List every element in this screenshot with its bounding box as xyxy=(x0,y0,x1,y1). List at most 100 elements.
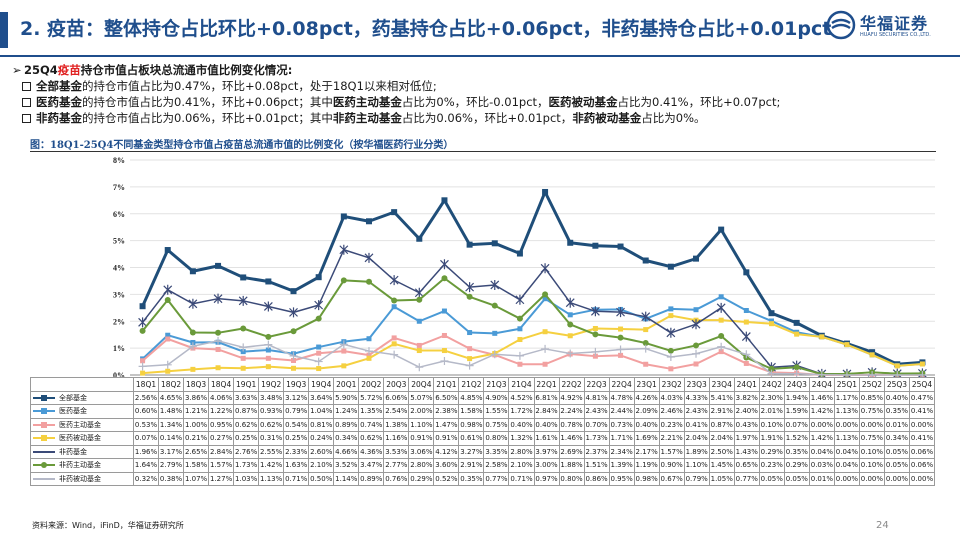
data-label: 3.17% xyxy=(158,444,185,459)
data-point xyxy=(391,335,397,341)
summary-heading: ➢ 25Q4疫苗持仓市值占板块总流通市值比例变化情况: xyxy=(12,62,952,78)
summary-text: 全部基金 xyxy=(36,79,82,93)
data-point xyxy=(140,370,146,376)
legend-swatch xyxy=(33,435,55,442)
data-point xyxy=(718,226,725,233)
data-point xyxy=(441,348,447,354)
table-corner-cell xyxy=(30,377,134,392)
data-point xyxy=(291,357,297,363)
arrow-bullet-icon: ➢ xyxy=(12,63,22,77)
data-point xyxy=(240,355,246,361)
data-point xyxy=(591,347,600,356)
data-point xyxy=(668,306,674,312)
data-label: 1.39% xyxy=(608,458,635,473)
data-point xyxy=(492,330,498,336)
x-tick-label: 19Q2 xyxy=(258,377,285,392)
data-label: 2.84% xyxy=(533,404,560,419)
data-point xyxy=(667,263,674,270)
data-point xyxy=(819,334,825,340)
data-point xyxy=(743,269,750,276)
data-label: 0.75% xyxy=(483,417,510,432)
data-point xyxy=(215,262,222,269)
series-line xyxy=(142,314,923,375)
data-label: 1.96% xyxy=(132,444,160,459)
page-title: 2. 疫苗：整体持仓占比环比+0.08pct，药基持仓占比+0.06pct，非药… xyxy=(20,18,832,40)
data-point xyxy=(515,351,524,360)
data-point xyxy=(138,317,148,328)
data-point xyxy=(188,298,198,309)
legend-marker xyxy=(41,449,47,455)
data-point xyxy=(718,349,724,355)
data-label: 0.00% xyxy=(833,417,860,432)
data-label: 0.00% xyxy=(833,471,860,486)
data-label: 1.10% xyxy=(408,417,435,432)
data-point xyxy=(768,365,775,372)
data-label: 0.14% xyxy=(158,431,185,446)
summary-lines: 全部基金的持仓市值占比为0.47%，环比+0.08pct，处于18Q1以来相对低… xyxy=(12,78,952,126)
square-bullet-icon xyxy=(22,114,31,123)
data-label: 4.06% xyxy=(208,390,235,405)
data-label: 3.63% xyxy=(233,390,260,405)
data-label: 3.86% xyxy=(183,390,210,405)
legend-entry: 医药基金 xyxy=(30,404,134,419)
summary-heading-pre: 25Q4 xyxy=(24,63,58,77)
data-label: 1.13% xyxy=(258,471,285,486)
figure-title: 图：18Q1-25Q4不同基金类型持仓市值占疫苗总流通市值的比例变化（按华福医药… xyxy=(30,140,454,151)
x-tick-label: 18Q4 xyxy=(208,377,235,392)
data-label: 5.41% xyxy=(708,390,735,405)
data-label: 0.71% xyxy=(283,471,310,486)
legend-entry: 医药主动基金 xyxy=(30,417,134,432)
data-label: 6.50% xyxy=(433,390,460,405)
series-line xyxy=(141,190,923,366)
data-point xyxy=(289,351,298,360)
data-label: 0.62% xyxy=(233,417,260,432)
data-point xyxy=(592,353,598,359)
data-label: 0.40% xyxy=(533,417,560,432)
data-label: 0.35% xyxy=(883,404,910,419)
data-point xyxy=(717,342,726,351)
data-point xyxy=(164,297,171,304)
data-point xyxy=(316,366,322,372)
data-point xyxy=(215,346,221,352)
data-point xyxy=(265,347,271,353)
x-tick-label: 23Q4 xyxy=(708,377,735,392)
data-point xyxy=(817,370,826,377)
data-point xyxy=(643,327,649,333)
data-point xyxy=(140,358,146,364)
data-label: 0.85% xyxy=(858,390,885,405)
data-label: 1.04% xyxy=(308,404,335,419)
data-point xyxy=(869,352,875,358)
y-tick-label: 0% xyxy=(113,371,125,377)
data-point xyxy=(893,371,902,377)
data-point xyxy=(165,368,171,374)
data-label: 4.33% xyxy=(683,390,710,405)
y-tick-label: 3% xyxy=(113,290,125,299)
y-tick-label: 2% xyxy=(113,317,125,326)
data-label: 3.64% xyxy=(308,390,335,405)
data-point xyxy=(618,352,624,358)
data-point xyxy=(542,361,548,367)
data-label: 2.40% xyxy=(733,404,760,419)
data-label: 3.47% xyxy=(358,458,385,473)
data-label: 0.05% xyxy=(883,458,910,473)
data-label: 0.05% xyxy=(758,471,785,486)
data-point xyxy=(465,282,475,293)
data-point xyxy=(290,328,297,335)
x-tick-label: 22Q4 xyxy=(608,377,635,392)
data-point xyxy=(642,340,649,347)
square-bullet-icon xyxy=(22,98,31,107)
data-label: 3.06% xyxy=(408,444,435,459)
data-label: 0.62% xyxy=(258,417,285,432)
data-label: 4.90% xyxy=(483,390,510,405)
legend-label: 医药基金 xyxy=(59,407,87,416)
data-label: 1.35% xyxy=(358,404,385,419)
page-number: 24 xyxy=(876,520,889,531)
brand-name: 华福证券 xyxy=(860,14,929,33)
data-point xyxy=(540,263,550,274)
data-label: 4.92% xyxy=(558,390,585,405)
data-label: 2.79% xyxy=(158,458,185,473)
figure-divider xyxy=(30,151,936,152)
data-point xyxy=(919,361,925,367)
data-point xyxy=(793,364,800,371)
data-label: 3.12% xyxy=(283,390,310,405)
